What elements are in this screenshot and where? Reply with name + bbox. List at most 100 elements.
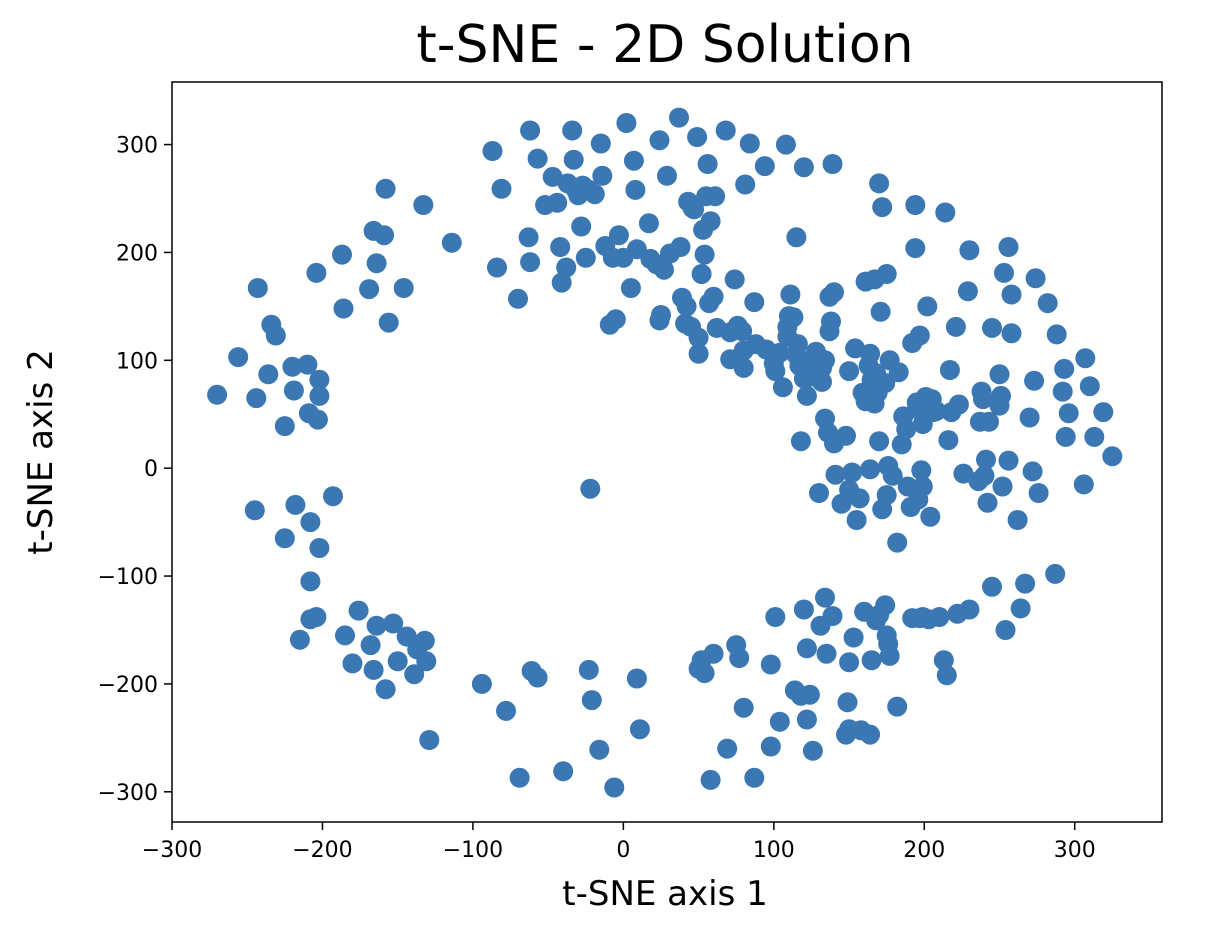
data-point-4 [258, 364, 279, 385]
data-point-100 [732, 321, 753, 342]
data-point-28 [487, 257, 507, 278]
data-point-125 [796, 385, 817, 406]
data-point-205 [957, 281, 978, 302]
data-point-187 [909, 325, 930, 346]
data-point-16 [332, 244, 352, 265]
data-point-103 [735, 174, 756, 195]
data-point-296 [793, 599, 814, 620]
data-point-14 [309, 369, 330, 390]
data-point-95 [715, 120, 736, 141]
x-tick-label: −300 [142, 838, 202, 863]
x-tick-label: 200 [903, 838, 945, 863]
data-point-7 [274, 416, 295, 437]
data-point-61 [623, 150, 644, 171]
x-axis-ticks: −300 −200 −100 0 100 200 300 [142, 822, 1096, 863]
data-point-231 [1037, 293, 1058, 314]
data-point-265 [414, 630, 435, 651]
data-point-145 [839, 361, 860, 382]
data-point-223 [1001, 323, 1022, 344]
data-point-272 [527, 667, 548, 688]
data-point-148 [845, 338, 866, 359]
data-point-10 [297, 354, 318, 375]
data-point-23 [378, 312, 399, 333]
y-tick-label: 200 [116, 241, 158, 266]
data-point-329 [959, 599, 980, 620]
data-point-190 [912, 476, 933, 497]
data-point-326 [933, 650, 954, 671]
data-point-233 [1052, 381, 1073, 402]
data-point-282 [694, 663, 715, 684]
data-point-31 [520, 120, 541, 141]
data-point-32 [518, 227, 539, 248]
data-point-277 [604, 777, 625, 798]
data-point-91 [700, 211, 721, 232]
data-point-228 [1024, 370, 1045, 391]
data-point-219 [992, 476, 1013, 497]
data-point-330 [982, 576, 1002, 597]
data-point-104 [739, 133, 760, 154]
data-point-258 [366, 615, 387, 636]
data-point-182 [905, 238, 926, 259]
data-point-290 [760, 736, 781, 757]
data-point-259 [375, 679, 396, 700]
data-point-304 [822, 606, 843, 626]
data-point-60 [620, 278, 641, 298]
data-point-221 [998, 237, 1019, 257]
data-point-269 [496, 700, 516, 721]
data-point-193 [917, 296, 938, 317]
data-point-42 [562, 120, 583, 141]
data-point-298 [796, 709, 817, 730]
data-point-105 [744, 292, 765, 313]
data-point-113 [772, 377, 793, 398]
data-point-212 [976, 449, 996, 470]
data-point-284 [703, 643, 724, 664]
data-point-309 [843, 627, 864, 648]
data-point-8 [282, 356, 303, 377]
data-point-254 [342, 653, 363, 674]
data-point-33 [520, 252, 541, 273]
data-point-118 [783, 307, 804, 328]
data-point-257 [363, 659, 384, 680]
data-point-225 [1007, 510, 1028, 530]
data-point-156 [860, 343, 881, 364]
data-point-240 [1084, 426, 1105, 447]
data-point-255 [348, 600, 369, 621]
data-point-175 [888, 362, 909, 383]
data-point-253 [335, 625, 355, 646]
data-point-220 [994, 262, 1014, 283]
data-point-51 [592, 165, 613, 186]
data-point-9 [283, 380, 304, 401]
data-point-3 [247, 278, 268, 298]
data-point-170 [876, 485, 897, 506]
data-point-1 [228, 347, 249, 368]
data-point-38 [550, 237, 571, 257]
data-point-229 [1025, 268, 1046, 289]
data-point-111 [769, 342, 790, 363]
data-point-149 [846, 510, 867, 530]
x-tick-label: 100 [753, 838, 795, 863]
data-point-287 [729, 648, 750, 668]
data-point-325 [929, 607, 950, 627]
data-point-37 [547, 192, 568, 213]
x-tick-label: 300 [1054, 838, 1096, 863]
data-point-57 [608, 225, 629, 246]
data-point-241 [1093, 402, 1114, 423]
data-point-120 [786, 227, 807, 248]
data-point-176 [891, 434, 912, 455]
data-point-266 [416, 651, 437, 672]
data-point-71 [657, 165, 677, 186]
data-point-224 [1001, 284, 1022, 305]
data-point-188 [911, 460, 932, 481]
data-point-291 [760, 654, 781, 675]
x-tick-label: 0 [616, 838, 630, 863]
data-point-299 [799, 684, 820, 705]
data-point-84 [688, 343, 709, 364]
data-point-77 [676, 296, 697, 317]
data-point-319 [879, 645, 900, 666]
data-point-74 [670, 237, 691, 257]
data-point-164 [869, 173, 890, 194]
data-point-273 [553, 761, 574, 782]
data-point-142 [825, 464, 846, 485]
data-point-245 [285, 494, 306, 515]
